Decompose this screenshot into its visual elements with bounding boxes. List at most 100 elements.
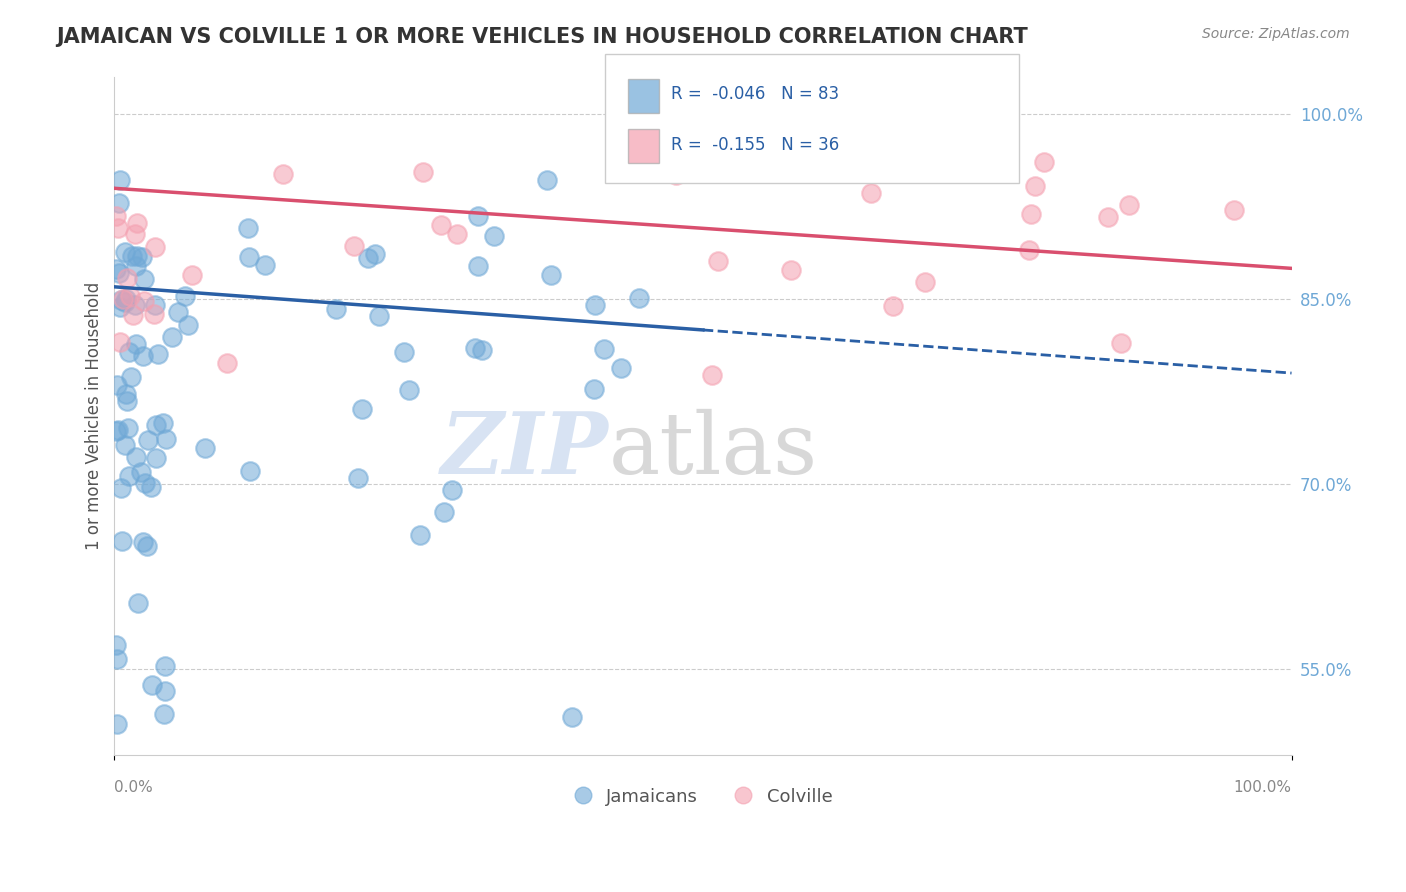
Point — [253, 258, 276, 272]
Point — [700, 368, 723, 383]
Point — [152, 416, 174, 430]
Point — [108, 334, 131, 349]
Point — [593, 342, 616, 356]
Point — [160, 329, 183, 343]
Point — [561, 710, 583, 724]
Point — [484, 229, 506, 244]
Point — [215, 355, 238, 369]
Point — [582, 382, 605, 396]
Point — [194, 441, 217, 455]
Point — [145, 417, 167, 432]
Point — [610, 361, 633, 376]
Point — [115, 393, 138, 408]
Point — [1223, 203, 1246, 218]
Point — [110, 481, 132, 495]
Point — [153, 659, 176, 673]
Point — [665, 168, 688, 182]
Point — [134, 294, 156, 309]
Point — [134, 476, 156, 491]
Point — [142, 307, 165, 321]
Point — [357, 251, 380, 265]
Point — [105, 717, 128, 731]
Point — [108, 173, 131, 187]
Point — [108, 266, 131, 280]
Text: Source: ZipAtlas.com: Source: ZipAtlas.com — [1202, 27, 1350, 41]
Point — [131, 250, 153, 264]
Point — [136, 539, 159, 553]
Point — [271, 167, 294, 181]
Point — [173, 289, 195, 303]
Point — [238, 221, 260, 235]
Point — [368, 309, 391, 323]
Point — [446, 227, 468, 242]
Point — [143, 240, 166, 254]
Point — [1019, 207, 1042, 221]
Point — [114, 438, 136, 452]
Point — [239, 465, 262, 479]
Point — [780, 263, 803, 277]
Point — [122, 309, 145, 323]
Point — [104, 638, 127, 652]
Point — [1032, 154, 1054, 169]
Point — [114, 245, 136, 260]
Point — [1118, 198, 1140, 212]
Point — [145, 450, 167, 465]
Point — [627, 291, 650, 305]
Point — [1109, 336, 1132, 351]
Point — [433, 505, 456, 519]
Point — [166, 305, 188, 319]
Text: 0.0%: 0.0% — [114, 780, 153, 795]
Point — [105, 651, 128, 665]
Point — [180, 268, 202, 282]
Point — [132, 349, 155, 363]
Point — [350, 402, 373, 417]
Text: JAMAICAN VS COLVILLE 1 OR MORE VEHICLES IN HOUSEHOLD CORRELATION CHART: JAMAICAN VS COLVILLE 1 OR MORE VEHICLES … — [56, 27, 1028, 46]
Point — [398, 383, 420, 397]
Point — [152, 707, 174, 722]
Point — [118, 345, 141, 359]
Point — [138, 433, 160, 447]
Point — [997, 161, 1019, 175]
Text: R =  -0.155   N = 36: R = -0.155 N = 36 — [671, 136, 839, 153]
Point — [127, 249, 149, 263]
Point — [117, 271, 139, 285]
Point — [238, 250, 260, 264]
Point — [141, 678, 163, 692]
Y-axis label: 1 or more Vehicles in Household: 1 or more Vehicles in Household — [86, 282, 103, 550]
Point — [540, 268, 562, 282]
Point — [467, 209, 489, 223]
Point — [104, 424, 127, 438]
Point — [131, 465, 153, 479]
Point — [583, 298, 606, 312]
Point — [127, 596, 149, 610]
Point — [124, 450, 146, 465]
Point — [364, 247, 387, 261]
Point — [108, 300, 131, 314]
Point — [325, 301, 347, 316]
Point — [105, 378, 128, 392]
Point — [125, 259, 148, 273]
Point — [859, 186, 882, 201]
Point — [177, 318, 200, 332]
Point — [464, 341, 486, 355]
Point — [141, 480, 163, 494]
Point — [688, 122, 710, 136]
Point — [392, 345, 415, 359]
Point — [107, 220, 129, 235]
Point — [409, 528, 432, 542]
Point — [114, 292, 136, 306]
Point — [429, 218, 451, 232]
Point — [125, 216, 148, 230]
Point — [124, 227, 146, 242]
Point — [441, 483, 464, 497]
Point — [132, 535, 155, 549]
Point — [536, 173, 558, 187]
Point — [124, 298, 146, 312]
Point — [111, 533, 134, 548]
Point — [104, 209, 127, 223]
Point — [882, 299, 904, 313]
Point — [1018, 243, 1040, 257]
Point — [467, 259, 489, 273]
Point — [412, 165, 434, 179]
Point — [110, 293, 132, 308]
